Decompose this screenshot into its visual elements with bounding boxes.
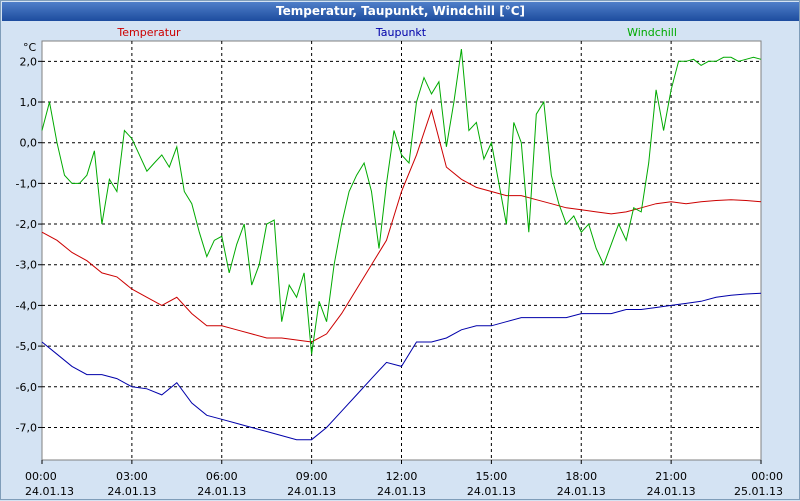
x-tick-date-label: 25.01.13 [734, 485, 783, 498]
legend: Temperatur Taupunkt Windchill [116, 26, 677, 39]
y-tick-label: 0,0 [20, 137, 38, 150]
x-tick-time-label: 03:00 [116, 470, 148, 483]
y-tick-label: -1,0 [16, 177, 37, 190]
y-tick-label: -3,0 [16, 259, 37, 272]
window-title: Temperatur, Taupunkt, Windchill [°C] [2, 2, 799, 21]
x-tick-time-label: 12:00 [386, 470, 418, 483]
series-lines [41, 49, 762, 441]
series-line-windchill [41, 49, 762, 355]
x-tick-date-label: 24.01.13 [377, 485, 426, 498]
x-tick-date-label: 24.01.13 [467, 485, 516, 498]
x-axis: 00:00 24.01.13 03:00 24.01.13 06:00 24.01.13 0… [25, 460, 783, 498]
x-tick-date-label: 24.01.13 [287, 485, 336, 498]
x-tick-time-label: 09:00 [296, 470, 328, 483]
y-axis: 2,0 1,0 0,0 -1,0 -2,0 -3,0 -4,0 -5,0 -6,0 -7,0 [16, 55, 42, 434]
x-tick-time-label: 06:00 [206, 470, 238, 483]
y-tick-label: 2,0 [20, 55, 38, 68]
x-tick-time-label: 00:00 [25, 470, 57, 483]
x-tick-time-label: 00:00 [751, 470, 783, 483]
y-tick-label: -4,0 [16, 299, 37, 312]
series-line-taupunkt [41, 292, 762, 441]
x-tick-time-label: 21:00 [655, 470, 687, 483]
x-tick-time-label: 18:00 [565, 470, 597, 483]
y-tick-label: -5,0 [16, 340, 37, 353]
x-tick-date-label: 24.01.13 [557, 485, 606, 498]
y-tick-label: -7,0 [16, 421, 37, 434]
y-tick-label: -6,0 [16, 381, 37, 394]
y-tick-label: -2,0 [16, 218, 37, 231]
legend-windchill: Windchill [627, 26, 677, 39]
x-tick-date-label: 24.01.13 [197, 485, 246, 498]
y-tick-label: 1,0 [20, 96, 38, 109]
legend-taupunkt: Taupunkt [375, 26, 427, 39]
y-axis-label: °C [23, 41, 37, 54]
x-tick-date-label: 24.01.13 [647, 485, 696, 498]
legend-temperatur: Temperatur [116, 26, 181, 39]
x-tick-time-label: 15:00 [476, 470, 508, 483]
grid [42, 41, 761, 460]
series-line-temperatur [41, 108, 762, 343]
x-tick-date-label: 24.01.13 [25, 485, 74, 498]
x-tick-date-label: 24.01.13 [107, 485, 156, 498]
